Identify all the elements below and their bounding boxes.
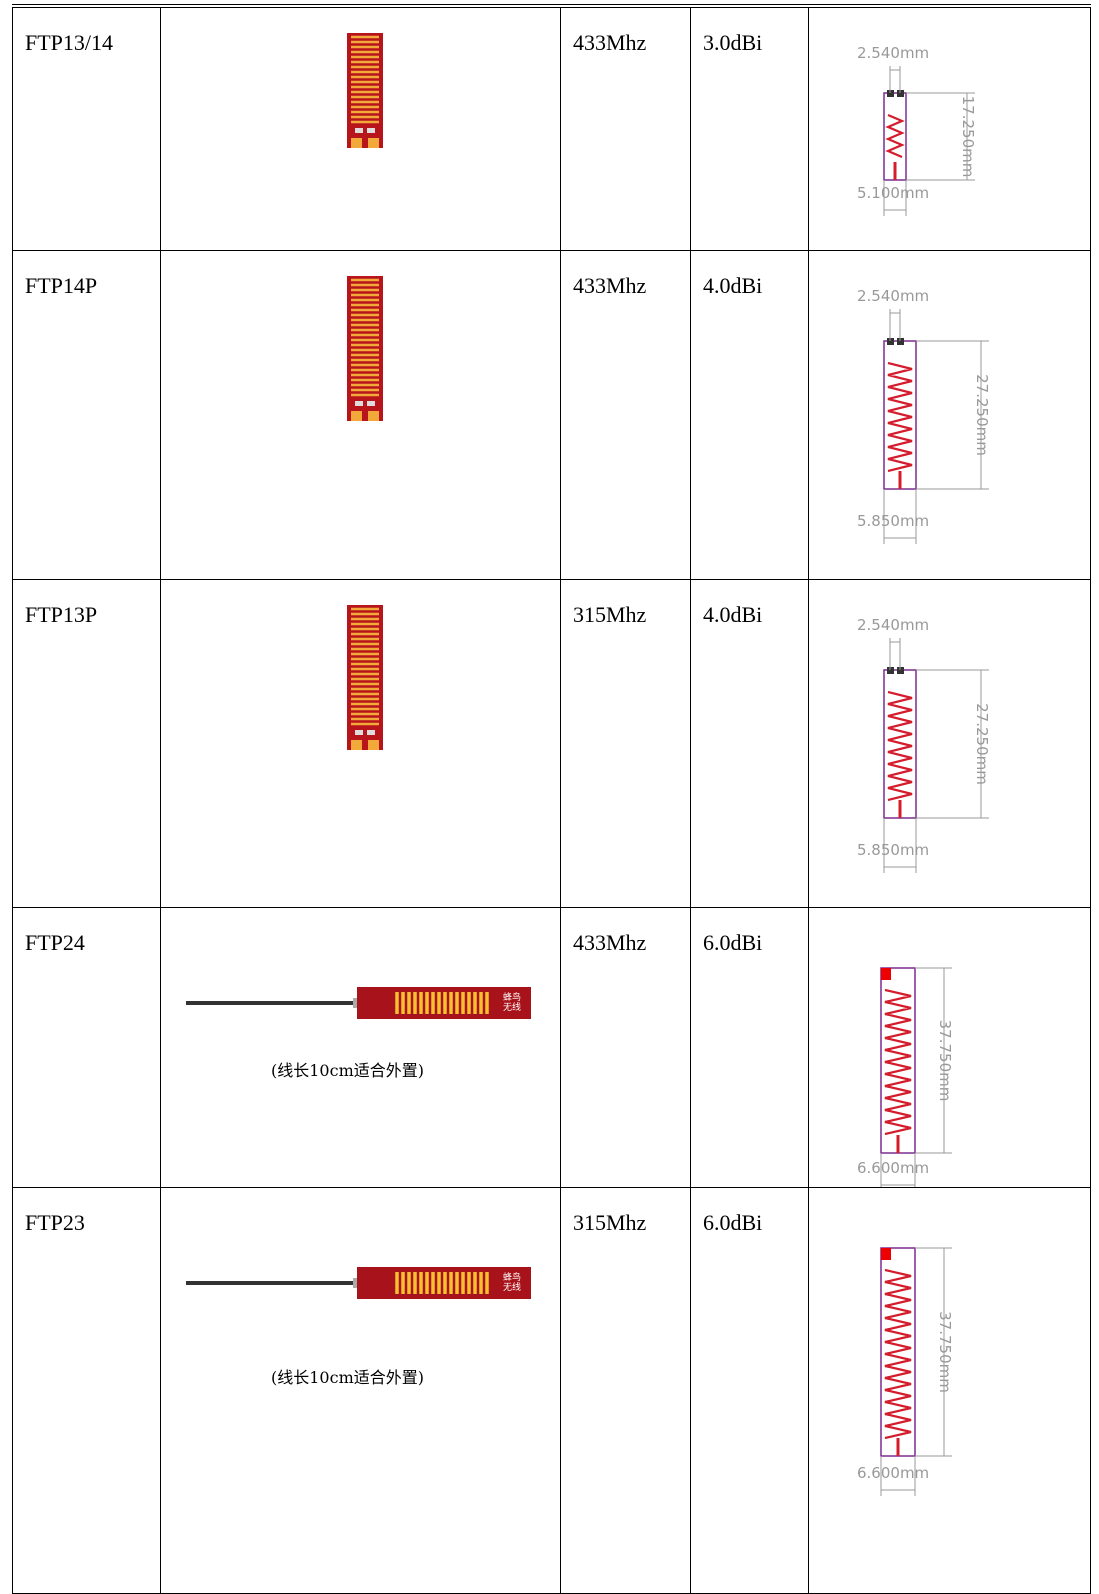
frequency-cell: 433Mhz xyxy=(561,6,691,251)
pcb-pad xyxy=(368,740,379,750)
pcb-board xyxy=(347,33,383,148)
drawing-cell: 2.540mm 17.250mm 5.100mm xyxy=(809,6,1091,251)
pcb-mark: 无线 xyxy=(503,1001,521,1012)
pcb-chip xyxy=(355,401,363,406)
dimension-drawing: 2.540mm 17.250mm 5.100mm xyxy=(809,8,1091,250)
pcb-mark: 蜂鸟 xyxy=(503,991,521,1002)
pcb-pad xyxy=(351,740,362,750)
page: FTP13/14433Mhz3.0dBi2.540mm17.250mm5.100… xyxy=(0,0,1099,1591)
photo-cell: 蜂鸟无线 (线长10cm适合外置) xyxy=(161,908,561,1188)
frequency-cell: 433Mhz xyxy=(561,908,691,1188)
frequency-cell: 315Mhz xyxy=(561,1188,691,1594)
length-label: 37.750mm xyxy=(936,1311,954,1393)
pcb-board xyxy=(347,276,383,421)
gain-cell: 4.0dBi xyxy=(691,580,809,908)
width-label: 6.600mm xyxy=(857,1159,929,1177)
dimension-drawing: 37.750mm 6.600mm xyxy=(809,1188,1091,1593)
model-cell: FTP14P xyxy=(13,251,161,580)
antenna-coil xyxy=(888,363,912,471)
antenna-coil xyxy=(885,990,911,1134)
model-cell: FTP13P xyxy=(13,580,161,908)
length-label: 27.250mm xyxy=(973,703,991,785)
width-label: 5.850mm xyxy=(857,512,929,530)
drawing-cell: 2.540mm 27.250mm 5.850mm xyxy=(809,580,1091,908)
pcb-board xyxy=(347,605,383,750)
gain-cell: 6.0dBi xyxy=(691,1188,809,1594)
drawing-cell: 37.750mm 6.600mm xyxy=(809,1188,1091,1594)
pad xyxy=(881,1248,891,1260)
gain-cell: 6.0dBi xyxy=(691,908,809,1188)
pcb-pad xyxy=(368,138,379,148)
antenna-photo xyxy=(161,580,561,907)
pad xyxy=(881,968,891,980)
gain-cell: 3.0dBi xyxy=(691,6,809,251)
pcb-chip xyxy=(355,730,363,735)
dimension-drawing: 37.750mm 6.600mm xyxy=(809,908,1091,1187)
frequency-cell: 315Mhz xyxy=(561,580,691,908)
pcb-pad xyxy=(351,138,362,148)
length-label: 37.750mm xyxy=(936,1020,954,1102)
pitch-label: 2.540mm xyxy=(857,44,929,62)
photo-cell xyxy=(161,580,561,908)
width-label: 5.850mm xyxy=(857,841,929,859)
pcb-chip xyxy=(367,730,375,735)
width-label: 6.600mm xyxy=(857,1464,929,1482)
antenna-coil xyxy=(888,692,912,800)
frequency-cell: 433Mhz xyxy=(561,251,691,580)
length-label: 17.250mm xyxy=(959,96,977,178)
pcb-mark: 蜂鸟 xyxy=(503,1271,521,1282)
gain-cell: 4.0dBi xyxy=(691,251,809,580)
photo-cell: 蜂鸟无线 (线长10cm适合外置) xyxy=(161,1188,561,1594)
pcb-pad xyxy=(351,411,362,421)
photo-cell xyxy=(161,251,561,580)
model-cell: FTP23 xyxy=(13,1188,161,1594)
dimension-drawing: 2.540mm 27.250mm 5.850mm xyxy=(809,251,1091,579)
caption: (线长10cm适合外置) xyxy=(271,1061,424,1080)
pcb-mark: 无线 xyxy=(503,1281,521,1292)
antenna-coil xyxy=(885,1270,911,1438)
caption: (线长10cm适合外置) xyxy=(271,1368,424,1387)
model-cell: FTP24 xyxy=(13,908,161,1188)
model-cell: FTP13/14 xyxy=(13,6,161,251)
pitch-label: 2.540mm xyxy=(857,616,929,634)
pcb-pad xyxy=(368,411,379,421)
pcb-chip xyxy=(367,128,375,133)
drawing-cell: 2.540mm 27.250mm 5.850mm xyxy=(809,251,1091,580)
photo-cell xyxy=(161,6,561,251)
antenna-coil xyxy=(888,115,902,157)
pcb-chip xyxy=(355,128,363,133)
length-label: 27.250mm xyxy=(973,374,991,456)
antenna-photo xyxy=(161,8,561,250)
antenna-photo xyxy=(161,251,561,579)
drawing-cell: 37.750mm 6.600mm xyxy=(809,908,1091,1188)
dimension-drawing: 2.540mm 27.250mm 5.850mm xyxy=(809,580,1091,907)
width-label: 5.100mm xyxy=(857,184,929,202)
pcb-chip xyxy=(367,401,375,406)
pitch-label: 2.540mm xyxy=(857,287,929,305)
